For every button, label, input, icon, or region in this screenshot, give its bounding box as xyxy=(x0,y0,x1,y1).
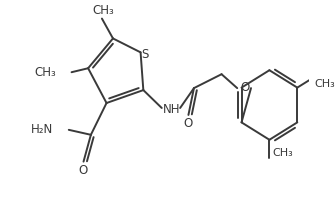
Text: H₂N: H₂N xyxy=(31,123,53,136)
Text: CH₃: CH₃ xyxy=(315,79,335,89)
Text: CH₃: CH₃ xyxy=(272,148,293,158)
Text: O: O xyxy=(78,164,87,177)
Text: O: O xyxy=(241,81,250,94)
Text: CH₃: CH₃ xyxy=(92,4,114,17)
Text: O: O xyxy=(183,117,192,130)
Text: S: S xyxy=(141,48,149,61)
Text: CH₃: CH₃ xyxy=(34,66,56,79)
Text: NH: NH xyxy=(163,103,181,116)
